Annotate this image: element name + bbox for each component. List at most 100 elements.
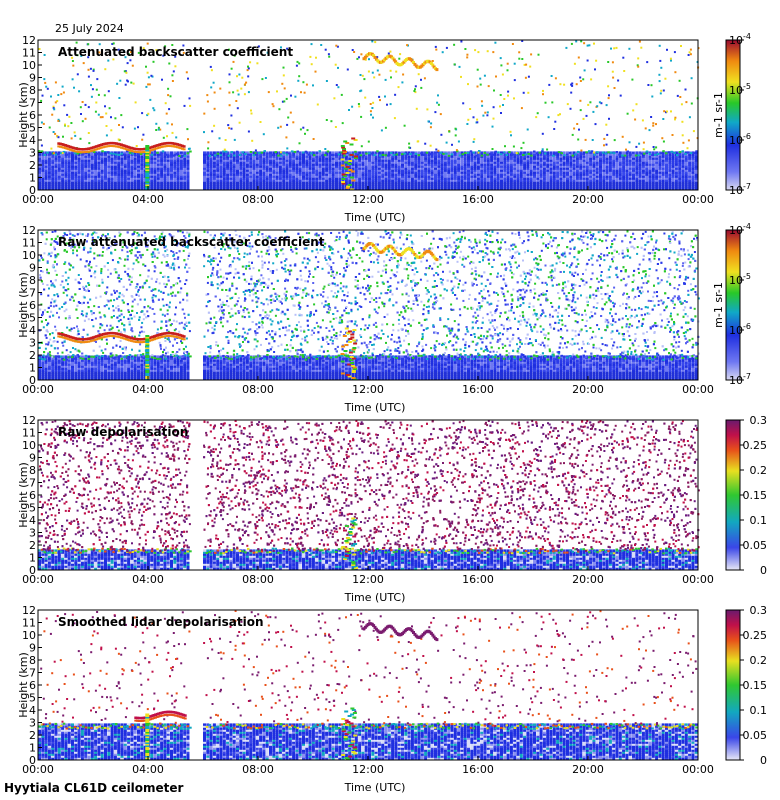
heatmap-cell bbox=[516, 169, 520, 172]
heatmap-cell bbox=[41, 163, 45, 166]
heatmap-cell bbox=[249, 161, 253, 164]
heatmap-cell bbox=[104, 173, 107, 176]
heatmap-cell bbox=[523, 177, 527, 180]
heatmap-cell bbox=[208, 154, 211, 157]
heatmap-cell bbox=[454, 134, 457, 137]
heatmap-cell bbox=[209, 65, 212, 68]
heatmap-cell bbox=[480, 179, 484, 182]
heatmap-cell bbox=[46, 87, 49, 90]
heatmap-cell bbox=[40, 99, 43, 102]
heatmap-cell bbox=[203, 165, 206, 168]
heatmap-cell bbox=[269, 177, 272, 180]
heatmap-cell bbox=[541, 132, 544, 135]
heatmap-cell bbox=[57, 151, 61, 154]
heatmap-cell bbox=[688, 116, 691, 119]
heatmap-cell bbox=[82, 62, 85, 65]
heatmap-cell bbox=[315, 153, 319, 156]
heatmap-cell bbox=[239, 175, 243, 178]
heatmap-cell bbox=[684, 88, 687, 91]
heatmap-cell bbox=[496, 163, 500, 166]
heatmap-cell bbox=[557, 151, 561, 154]
heatmap-cell bbox=[169, 95, 172, 98]
heatmap-cell bbox=[430, 173, 434, 176]
heatmap-cell bbox=[354, 175, 358, 178]
heatmap-cell bbox=[84, 153, 88, 156]
heatmap-cell bbox=[521, 58, 524, 60]
heatmap-cell bbox=[427, 155, 431, 158]
heatmap-cell bbox=[170, 179, 173, 182]
heatmap-cell bbox=[460, 155, 464, 158]
heatmap-cell bbox=[407, 181, 411, 184]
heatmap-cell bbox=[249, 151, 253, 153]
heatmap-cell bbox=[341, 171, 345, 174]
heatmap-cell bbox=[137, 171, 140, 174]
heatmap-cell bbox=[285, 179, 289, 182]
heatmap-cell bbox=[282, 165, 286, 168]
heatmap-cell bbox=[262, 159, 266, 162]
heatmap-cell bbox=[443, 181, 447, 184]
heatmap-cell bbox=[298, 175, 302, 178]
heatmap-cell bbox=[413, 90, 416, 92]
heatmap-cell bbox=[265, 153, 269, 156]
heatmap-cell bbox=[80, 165, 84, 168]
heatmap-cell bbox=[437, 175, 441, 178]
heatmap-cell bbox=[100, 161, 104, 164]
heatmap-cell bbox=[160, 185, 164, 188]
heatmap-cell bbox=[156, 159, 160, 162]
heatmap-cell bbox=[404, 185, 408, 188]
heatmap-cell bbox=[166, 185, 170, 188]
heatmap-cell bbox=[634, 118, 637, 121]
heatmap-cell bbox=[209, 159, 213, 162]
heatmap-cell bbox=[599, 154, 602, 157]
heatmap-cell bbox=[490, 181, 494, 184]
heatmap-cell bbox=[493, 159, 497, 162]
heatmap-cell bbox=[38, 179, 41, 182]
heatmap-cell bbox=[480, 163, 484, 166]
heatmap-cell bbox=[526, 159, 530, 162]
heatmap-cell bbox=[127, 175, 131, 178]
heatmap-cell bbox=[170, 171, 173, 174]
heatmap-cell bbox=[262, 173, 266, 176]
heatmap-cell bbox=[61, 177, 65, 180]
heatmap-cell bbox=[292, 185, 296, 188]
heatmap-cell bbox=[249, 179, 253, 182]
heatmap-cell bbox=[450, 163, 454, 166]
heatmap-cell bbox=[453, 169, 457, 172]
heatmap-cell bbox=[153, 167, 157, 170]
heatmap-cell bbox=[298, 165, 302, 168]
heatmap-cell bbox=[389, 50, 392, 53]
heatmap-cell bbox=[443, 165, 447, 168]
heatmap-cell bbox=[87, 173, 91, 176]
heatmap-cell bbox=[166, 165, 170, 168]
heatmap-cell bbox=[391, 165, 395, 168]
heatmap-cell bbox=[648, 129, 651, 132]
heatmap-cell bbox=[79, 137, 82, 140]
heatmap-cell bbox=[120, 179, 124, 182]
heatmap-cell bbox=[87, 165, 91, 168]
heatmap-cell bbox=[493, 183, 497, 186]
heatmap-cell bbox=[368, 159, 371, 162]
heatmap-cell bbox=[467, 83, 469, 86]
heatmap-cell bbox=[490, 187, 494, 190]
heatmap-cell bbox=[337, 66, 339, 69]
heatmap-cell bbox=[663, 110, 666, 113]
heatmap-cell bbox=[143, 187, 147, 190]
heatmap-cell bbox=[71, 175, 74, 178]
heatmap-cell bbox=[513, 154, 517, 157]
heatmap-cell bbox=[541, 148, 544, 151]
heatmap-cell bbox=[315, 163, 319, 166]
heatmap-cell bbox=[358, 167, 362, 170]
heatmap-cell bbox=[410, 155, 414, 158]
heatmap-cell bbox=[76, 152, 79, 155]
heatmap-cell bbox=[298, 171, 302, 174]
heatmap-cell bbox=[516, 173, 520, 176]
heatmap-cell bbox=[519, 161, 523, 164]
heatmap-cell bbox=[259, 175, 263, 178]
heatmap-cell bbox=[292, 155, 296, 158]
heatmap-cell bbox=[285, 181, 289, 184]
heatmap-cell bbox=[338, 175, 342, 178]
heatmap-cell bbox=[351, 173, 355, 176]
heatmap-cell bbox=[513, 187, 517, 190]
heatmap-cell bbox=[328, 157, 332, 160]
heatmap-cell bbox=[486, 187, 490, 190]
